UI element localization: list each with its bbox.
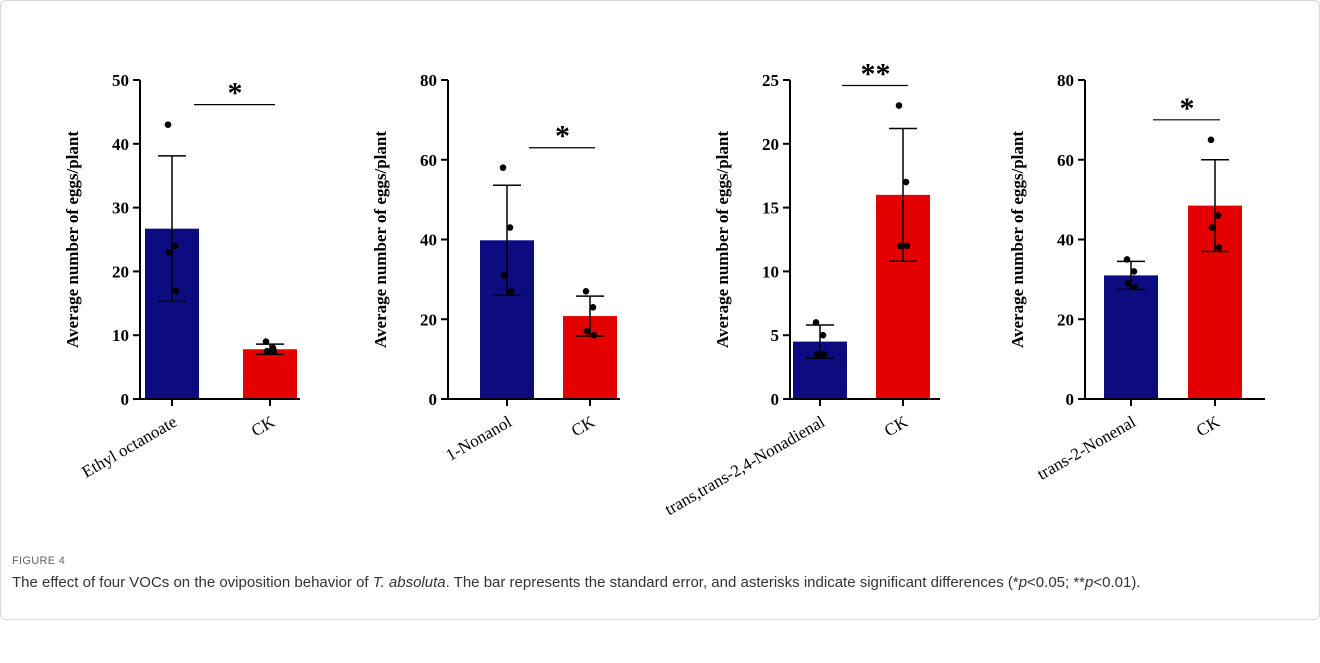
caption-text: <0.05; ** — [1027, 574, 1086, 591]
significance-label: * — [1180, 92, 1195, 125]
y-tick-label: 15 — [762, 199, 779, 218]
y-tick-label: 50 — [112, 71, 129, 90]
y-tick-label: 20 — [112, 262, 129, 281]
caption-text: <0.01). — [1093, 574, 1141, 591]
error-bar — [493, 184, 521, 297]
data-point — [499, 164, 507, 172]
y-tick-label: 40 — [1057, 231, 1074, 250]
data-point — [895, 102, 903, 109]
data-point — [820, 351, 828, 358]
data-point — [507, 288, 515, 295]
data-point — [1131, 284, 1139, 291]
x-tick-label: 1-Nonanol — [443, 412, 516, 465]
caption-italic: T. absoluta — [372, 574, 446, 591]
error-bar — [576, 295, 604, 337]
data-point — [812, 319, 820, 326]
bar — [1104, 275, 1158, 399]
data-point — [262, 338, 270, 345]
y-axis-label: Average number of eggs/plant — [1008, 131, 1027, 348]
y-tick-label: 0 — [429, 390, 438, 409]
data-point — [1207, 136, 1215, 144]
y-tick-label: 25 — [762, 71, 779, 90]
data-point — [172, 287, 180, 294]
error-bar — [889, 127, 917, 262]
data-point — [590, 331, 598, 339]
y-tick-label: 20 — [762, 135, 779, 154]
y-tick-label: 80 — [1057, 71, 1074, 90]
y-tick-label: 20 — [1057, 310, 1074, 329]
y-tick-label: 40 — [420, 231, 437, 250]
y-tick-label: 60 — [420, 151, 437, 170]
y-tick-label: 10 — [762, 262, 779, 281]
significance-label: ** — [861, 58, 891, 91]
error-bar — [1201, 159, 1229, 253]
y-tick-label: 20 — [420, 310, 437, 329]
y-tick-label: 60 — [1057, 151, 1074, 170]
data-point — [1215, 244, 1223, 251]
data-point — [819, 331, 827, 339]
x-tick-label: CK — [248, 412, 279, 441]
significance-label: * — [228, 77, 243, 110]
data-point — [896, 242, 904, 250]
y-tick-label: 0 — [1066, 390, 1075, 409]
significance-label: * — [555, 120, 570, 153]
x-tick-label: trans-2-Nonenal — [1034, 412, 1139, 484]
data-point — [164, 121, 172, 128]
data-point — [583, 327, 591, 335]
caption-text: The effect of four VOCs on the ovipositi… — [12, 574, 373, 591]
data-point — [1208, 224, 1216, 231]
y-axis-label: Average number of eggs/plant — [63, 131, 82, 348]
data-point — [263, 347, 271, 355]
figure-label: FIGURE 4 — [12, 555, 66, 567]
data-point — [902, 178, 910, 186]
error-bar — [806, 324, 834, 359]
data-point — [1123, 256, 1131, 263]
data-point — [500, 272, 508, 279]
y-tick-label: 80 — [420, 71, 437, 90]
y-tick-label: 5 — [771, 326, 780, 345]
data-point — [1130, 268, 1138, 275]
data-point — [171, 242, 179, 250]
data-point — [506, 224, 514, 231]
data-point — [270, 347, 278, 355]
y-tick-label: 10 — [112, 326, 129, 345]
x-tick-label: CK — [1193, 412, 1224, 441]
x-tick-label: CK — [568, 412, 599, 441]
x-tick-label: CK — [881, 412, 912, 441]
bar — [243, 349, 297, 399]
caption-italic: p — [1018, 574, 1028, 591]
caption-italic: p — [1085, 574, 1094, 591]
y-axis-label: Average number of eggs/plant — [371, 131, 390, 348]
x-tick-label: trans,trans-2,4-Nonadienal — [662, 412, 829, 519]
data-point — [1214, 212, 1222, 219]
data-point — [1124, 280, 1132, 287]
y-tick-label: 40 — [112, 135, 129, 154]
error-bar — [158, 155, 186, 303]
x-tick-label: Ethyl octanoate — [79, 412, 180, 482]
y-tick-label: 30 — [112, 199, 129, 218]
caption-text: . The bar represents the standard error,… — [445, 574, 1019, 591]
data-point — [589, 303, 597, 311]
data-point — [903, 242, 911, 250]
y-tick-label: 0 — [771, 390, 780, 409]
charts: Average number of eggs/plant01020304050E… — [63, 58, 1265, 519]
y-tick-label: 0 — [121, 390, 130, 409]
data-point — [582, 288, 590, 295]
y-axis-label: Average number of eggs/plant — [713, 131, 732, 348]
data-point — [813, 351, 821, 358]
caption: The effect of four VOCs on the ovipositi… — [12, 572, 1302, 594]
data-point — [165, 248, 173, 256]
